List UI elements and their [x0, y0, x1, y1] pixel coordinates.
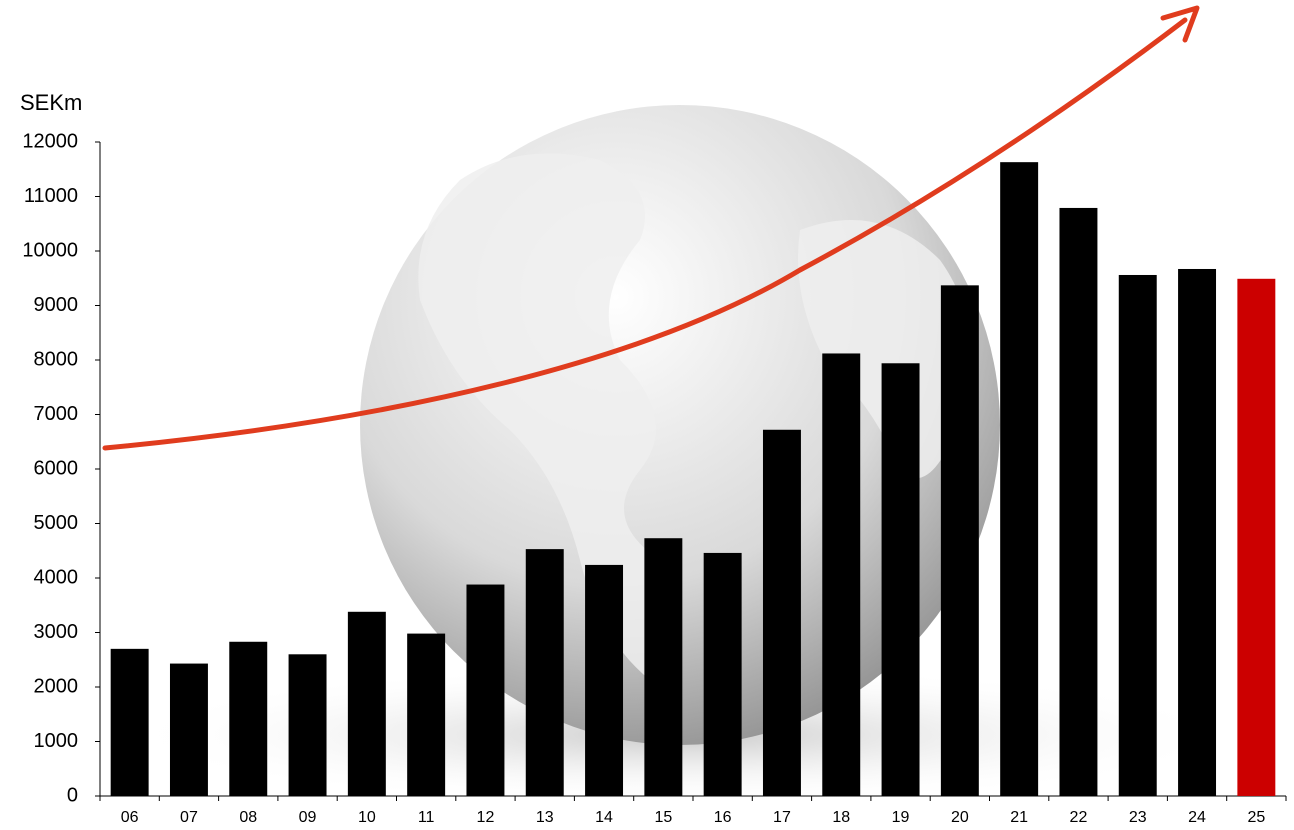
y-tick-label: 0 [67, 784, 78, 806]
y-axis-label: SEKm [20, 90, 82, 115]
y-tick-label: 2000 [34, 675, 79, 697]
x-tick-label: 21 [1010, 809, 1028, 826]
x-tick-label: 13 [536, 809, 554, 826]
x-tick-label: 23 [1129, 809, 1147, 826]
x-tick-label: 25 [1247, 809, 1265, 826]
bar [762, 429, 801, 796]
y-tick-label: 6000 [34, 457, 79, 479]
y-tick-label: 8000 [34, 348, 79, 370]
y-tick-label: 11000 [24, 185, 78, 207]
growth-arrow [102, 17, 1188, 451]
bar [466, 584, 505, 796]
bar [1178, 268, 1217, 796]
x-tick-label: 07 [180, 809, 198, 826]
x-tick-label: 09 [299, 809, 317, 826]
x-tick-label: 22 [1070, 809, 1088, 826]
x-tick-label: 11 [418, 809, 435, 826]
bar [347, 611, 386, 796]
x-tick-label: 19 [892, 809, 910, 826]
bar [110, 648, 149, 796]
bar [229, 641, 268, 796]
continent [418, 153, 678, 681]
y-tick-label: 12000 [22, 130, 78, 152]
x-tick-label: 18 [832, 809, 850, 826]
x-tick-label: 14 [595, 809, 613, 826]
bar [940, 285, 979, 796]
bar [585, 564, 624, 796]
bar [1000, 162, 1039, 797]
x-tick-label: 16 [714, 809, 732, 826]
bar [822, 353, 861, 796]
x-tick-label: 20 [951, 809, 969, 826]
y-tick-label: 9000 [34, 294, 79, 316]
bar [525, 549, 564, 796]
y-tick-label: 4000 [34, 566, 79, 588]
x-tick-label: 08 [239, 809, 257, 826]
bar [407, 633, 446, 796]
continent [798, 220, 972, 479]
x-tick-label: 17 [773, 809, 791, 826]
x-tick-label: 10 [358, 809, 376, 826]
bar [644, 538, 683, 796]
x-tick-label: 12 [477, 809, 495, 826]
y-tick-label: 1000 [34, 730, 79, 752]
bar [169, 663, 208, 796]
y-tick-label: 10000 [22, 239, 78, 261]
x-tick-label: 24 [1188, 809, 1206, 826]
bar [1059, 207, 1098, 796]
x-tick-label: 06 [121, 809, 139, 826]
arrow-head [1160, 5, 1200, 43]
bar [1118, 274, 1157, 797]
bar [288, 654, 327, 796]
bar [703, 552, 742, 796]
bar [881, 363, 920, 796]
y-tick-label: 3000 [34, 621, 79, 643]
x-tick-label: 15 [654, 809, 672, 826]
y-tick-label: 7000 [34, 403, 79, 425]
bar [1237, 278, 1276, 796]
plot: 0100020003000400050006000700080009000100… [22, 130, 1287, 826]
y-tick-label: 5000 [34, 512, 79, 534]
